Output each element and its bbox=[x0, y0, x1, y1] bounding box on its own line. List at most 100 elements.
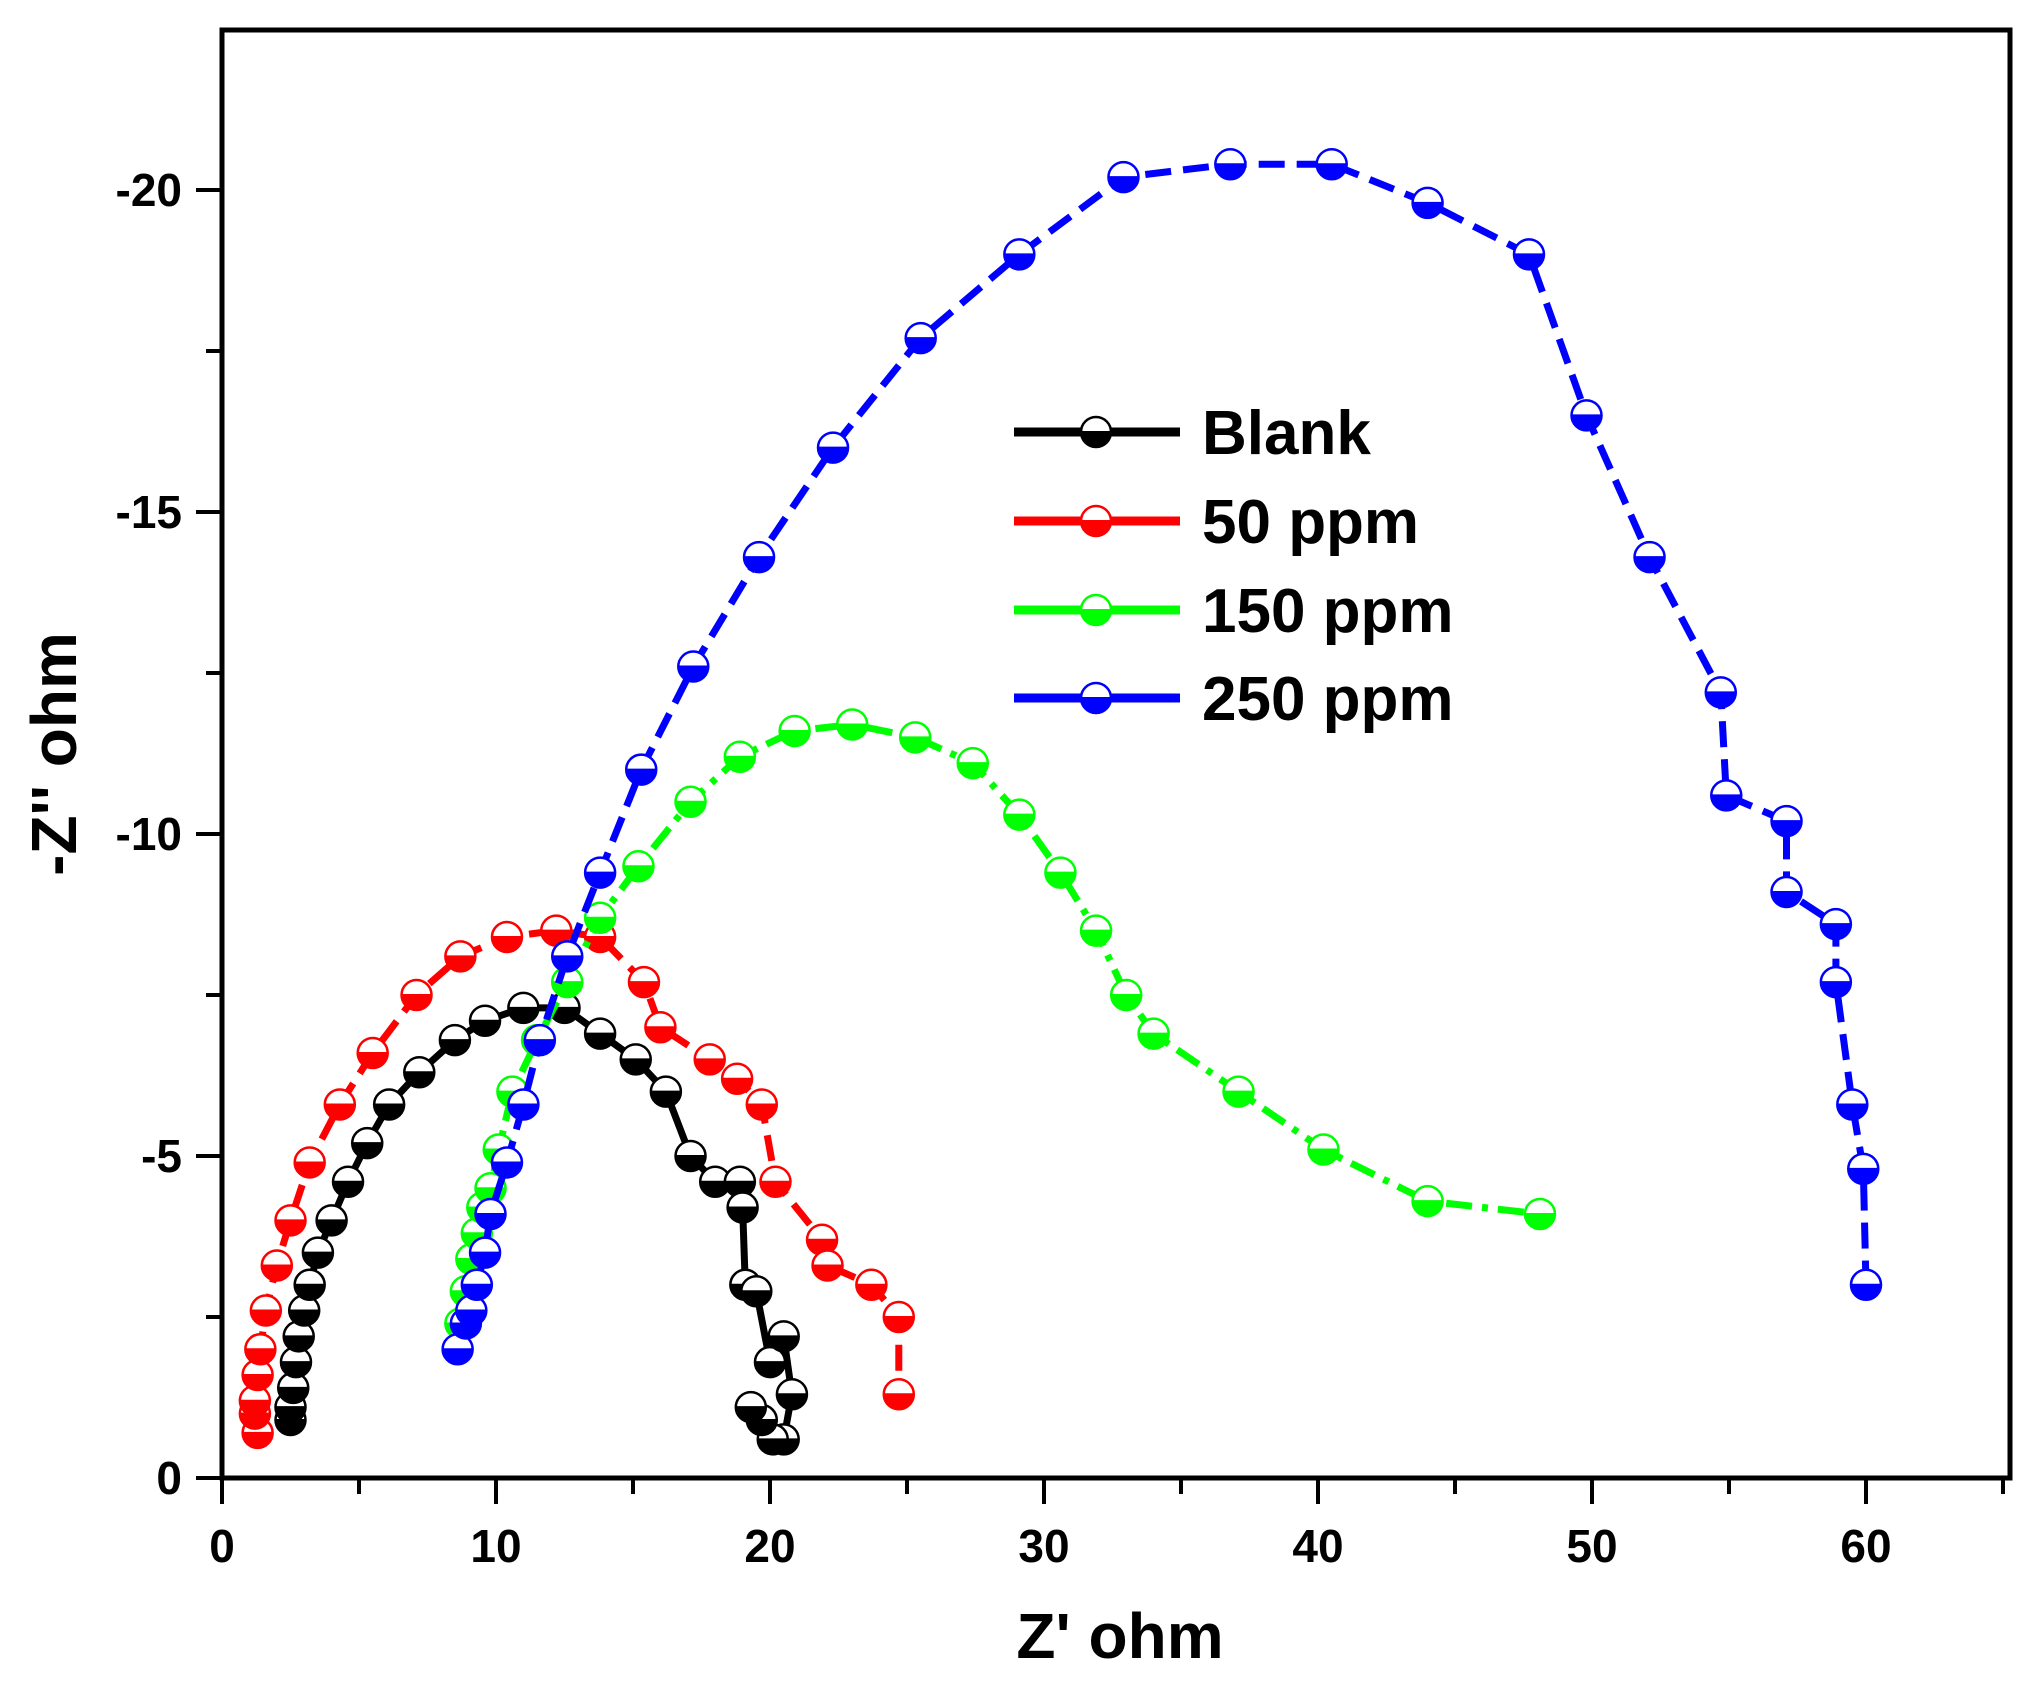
data-point bbox=[745, 1088, 779, 1121]
data-point bbox=[1307, 1133, 1340, 1166]
legend-item: 150 ppm bbox=[1014, 577, 1454, 646]
data-point bbox=[627, 965, 661, 999]
data-point bbox=[775, 1378, 809, 1411]
data-point bbox=[956, 746, 990, 780]
data-point bbox=[1222, 1075, 1255, 1108]
data-point bbox=[767, 1320, 800, 1353]
data-point bbox=[1411, 1184, 1444, 1218]
data-point bbox=[904, 321, 937, 355]
data-point bbox=[438, 1023, 472, 1057]
data-point bbox=[759, 1165, 792, 1199]
data-point bbox=[1003, 798, 1036, 831]
data-point bbox=[400, 978, 433, 1012]
data-point bbox=[1315, 147, 1348, 181]
data-point bbox=[1079, 914, 1113, 947]
legend-item: 250 ppm bbox=[1014, 665, 1454, 734]
data-point bbox=[315, 1204, 348, 1237]
y-tick-label: -5 bbox=[141, 1130, 182, 1182]
data-point bbox=[403, 1056, 436, 1089]
data-point bbox=[523, 1023, 557, 1057]
legend-marker bbox=[1079, 681, 1113, 715]
y-tick-label: -10 bbox=[116, 808, 182, 860]
x-tick-label: 30 bbox=[1018, 1520, 1069, 1572]
data-point bbox=[331, 1165, 365, 1199]
data-point bbox=[778, 714, 811, 748]
data-point bbox=[882, 1300, 916, 1334]
series-layer bbox=[238, 147, 1883, 1456]
data-point bbox=[1570, 399, 1603, 432]
data-point bbox=[274, 1204, 307, 1237]
data-point bbox=[622, 849, 655, 883]
data-point bbox=[720, 1062, 754, 1095]
data-point bbox=[723, 740, 757, 773]
data-point bbox=[1523, 1197, 1557, 1231]
data-point bbox=[1633, 540, 1666, 574]
data-point bbox=[474, 1197, 507, 1231]
data-point bbox=[740, 1274, 773, 1308]
data-point bbox=[490, 1146, 524, 1179]
data-point bbox=[649, 1075, 683, 1108]
data-point bbox=[1770, 804, 1803, 838]
data-point bbox=[1770, 875, 1803, 909]
data-point bbox=[350, 1126, 384, 1160]
series-1 bbox=[238, 914, 916, 1450]
x-axis: 0 10 20 30 40 50 60 bbox=[209, 1478, 2005, 1572]
data-point bbox=[674, 785, 707, 819]
data-point bbox=[583, 901, 617, 934]
data-point bbox=[677, 650, 710, 683]
data-point bbox=[460, 1268, 494, 1302]
data-point bbox=[490, 920, 524, 954]
data-point bbox=[644, 1010, 677, 1044]
data-point bbox=[249, 1294, 283, 1327]
data-point bbox=[1411, 186, 1444, 220]
data-point bbox=[1836, 1088, 1869, 1121]
x-tick-label: 10 bbox=[470, 1520, 521, 1572]
series-0 bbox=[274, 991, 809, 1456]
data-point bbox=[301, 1236, 335, 1269]
x-tick-label: 20 bbox=[744, 1520, 795, 1572]
data-point bbox=[1107, 160, 1140, 194]
legend-label: 150 ppm bbox=[1202, 577, 1454, 646]
legend-label: 250 ppm bbox=[1202, 665, 1454, 734]
data-point bbox=[835, 708, 869, 741]
x-axis-title: Z' ohm bbox=[1016, 1600, 1223, 1672]
legend-label: Blank bbox=[1202, 399, 1371, 468]
data-point bbox=[372, 1088, 406, 1121]
x-tick-label: 50 bbox=[1566, 1520, 1617, 1572]
data-point bbox=[734, 1390, 768, 1424]
legend: Blank 50 ppm 150 ppm 250 ppm bbox=[1014, 399, 1454, 734]
data-point bbox=[693, 1043, 726, 1076]
y-tick-label: -20 bbox=[116, 164, 182, 216]
data-point bbox=[742, 540, 776, 574]
y-tick-label: 0 bbox=[156, 1452, 182, 1504]
series-3 bbox=[441, 147, 1883, 1366]
data-point bbox=[1137, 1017, 1170, 1050]
data-point bbox=[1710, 779, 1743, 812]
x-tick-label: 40 bbox=[1292, 1520, 1343, 1572]
data-point bbox=[583, 856, 617, 889]
data-point bbox=[811, 1249, 844, 1282]
data-point bbox=[855, 1268, 888, 1302]
data-point bbox=[1704, 676, 1738, 709]
data-point bbox=[468, 1004, 502, 1038]
legend-marker bbox=[1079, 593, 1113, 627]
data-point bbox=[1044, 856, 1077, 889]
data-point bbox=[293, 1146, 326, 1179]
data-point bbox=[1849, 1268, 1883, 1302]
data-point bbox=[1819, 907, 1853, 941]
y-tick-label: -15 bbox=[116, 486, 182, 538]
data-point bbox=[898, 721, 932, 754]
data-point bbox=[805, 1223, 839, 1256]
data-point bbox=[583, 1017, 617, 1050]
data-point bbox=[507, 1088, 540, 1121]
data-point bbox=[726, 1191, 759, 1224]
data-point bbox=[1003, 238, 1036, 271]
data-point bbox=[674, 1139, 707, 1173]
data-point bbox=[1512, 238, 1546, 271]
data-point bbox=[293, 1268, 326, 1302]
plot-frame bbox=[219, 27, 2013, 1481]
data-point bbox=[624, 753, 658, 786]
legend-item: Blank bbox=[1014, 399, 1371, 468]
data-point bbox=[1819, 965, 1853, 999]
